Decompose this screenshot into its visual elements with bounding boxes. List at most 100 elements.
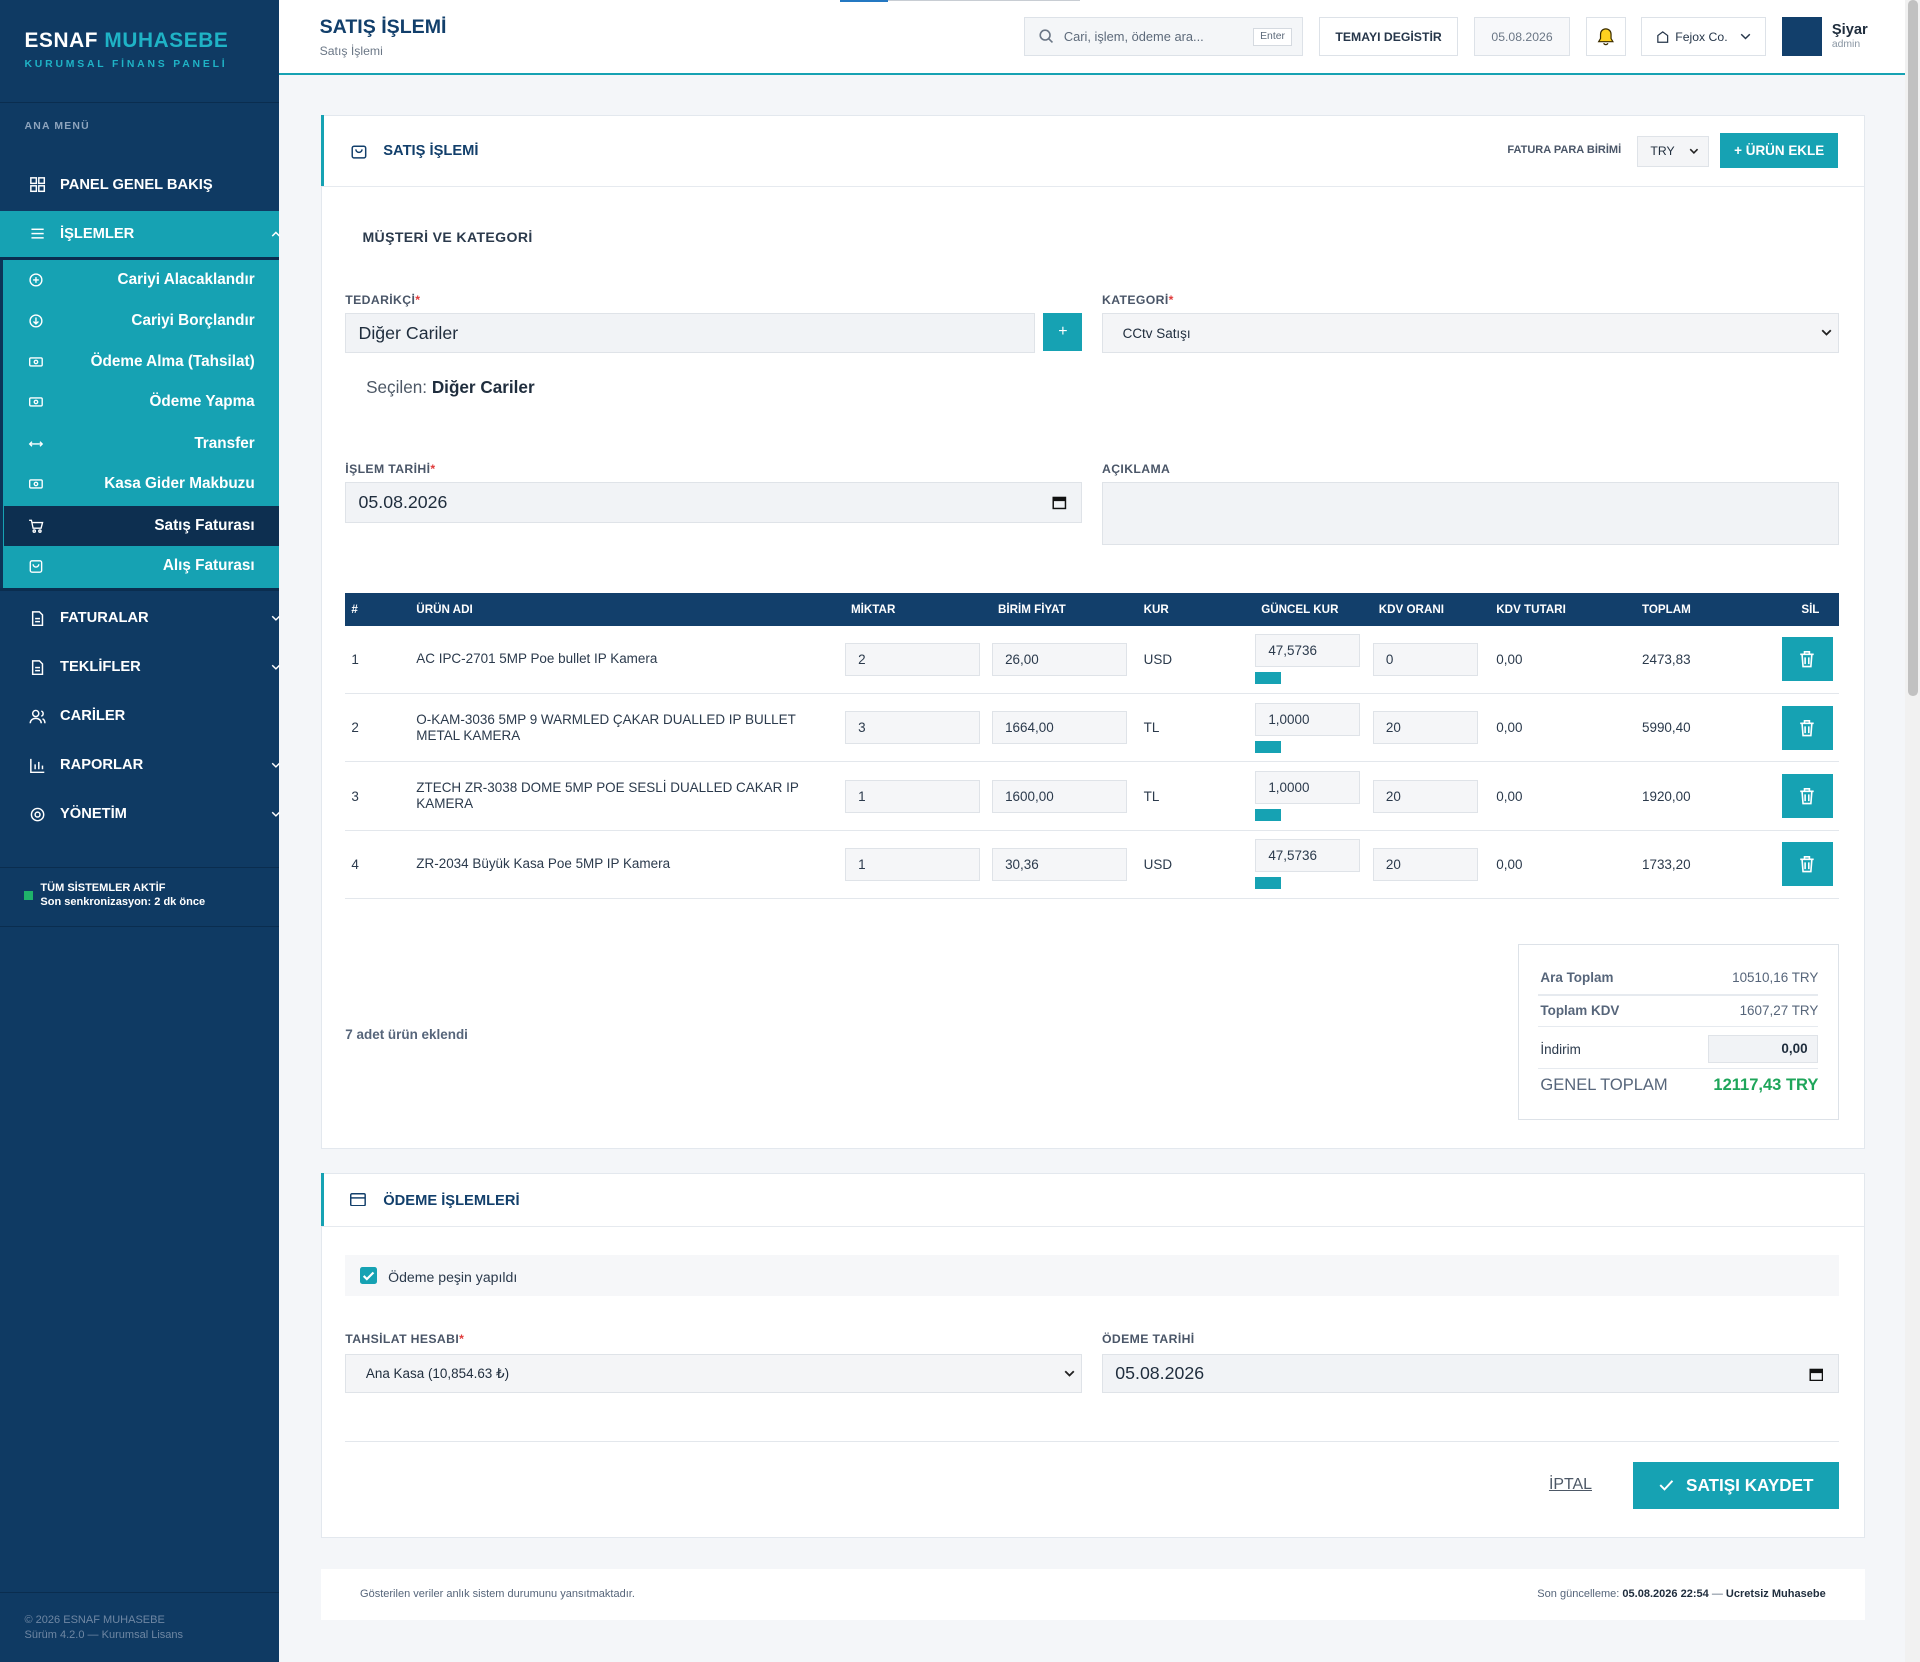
menu-label: PANEL GENEL BAKIŞ	[60, 176, 213, 193]
element	[30, 758, 45, 773]
menu-item[interactable]: YÖNETİM	[0, 790, 280, 839]
rate-refresh[interactable]	[1255, 808, 1281, 822]
save-button[interactable]: SATIŞI KAYDET	[1633, 1462, 1840, 1509]
cell: 1600,00	[991, 761, 1138, 831]
currency: TL	[1143, 788, 1160, 804]
delete-button[interactable]	[1781, 774, 1833, 819]
currency-select[interactable]: TRY	[1637, 135, 1710, 167]
theme-button[interactable]: TEMAYI DEGİSTİR	[1318, 17, 1459, 57]
element	[1800, 787, 1815, 805]
quantity-input[interactable]: 3	[844, 711, 980, 745]
search[interactable]: Cari, işlem, ödeme ara... Enter	[1023, 17, 1303, 57]
cell: 47,5736	[1255, 625, 1373, 695]
submenu-label: Satış Faturası	[154, 516, 255, 534]
footer-updated: Son güncelleme: 05.08.2026 22:54 — Ucret…	[1537, 1588, 1825, 1600]
supplier-input[interactable]: Diğer Cariler	[345, 313, 1035, 353]
element	[29, 560, 43, 574]
icon	[271, 615, 280, 621]
element	[33, 318, 40, 326]
element	[34, 811, 42, 818]
vat-rate-input[interactable]: 20	[1372, 847, 1478, 881]
price-input[interactable]: 26,00	[991, 642, 1127, 676]
price-input[interactable]: 1600,00	[991, 779, 1127, 813]
cell: USD	[1137, 625, 1256, 695]
rate-refresh[interactable]	[1255, 672, 1281, 685]
note-input[interactable]	[1102, 482, 1840, 545]
add-product-button[interactable]: + ÜRÜN EKLE	[1720, 133, 1838, 168]
submenu-item[interactable]: Ödeme Yapma	[4, 382, 280, 422]
quantity-input[interactable]: 2	[844, 642, 980, 676]
currency: USD	[1143, 651, 1173, 667]
rate-input[interactable]: 47,5736	[1255, 839, 1361, 873]
rate-refresh[interactable]	[1255, 740, 1281, 753]
vat-rate-input[interactable]: 20	[1372, 711, 1478, 745]
cancel-link[interactable]: İPTAL	[1548, 1475, 1592, 1493]
vat-rate-input[interactable]: 0	[1372, 642, 1478, 676]
element	[1809, 1368, 1823, 1381]
date-input[interactable]: 05.08.2026	[345, 482, 1083, 523]
submenu-item[interactable]: Ödeme Alma (Tahsilat)	[4, 342, 280, 382]
menu-label: RAPORLAR	[60, 757, 144, 774]
copyright: © 2026 ESNAF MUHASEBE	[24, 1613, 165, 1626]
menu-item[interactable]: PANEL GENEL BAKIŞ	[0, 160, 279, 209]
required-mark: *	[459, 1332, 465, 1347]
paid-checkbox[interactable]	[360, 1267, 378, 1285]
cell: 1733,20	[1635, 830, 1782, 900]
menu-item[interactable]: CARİLER	[0, 692, 279, 741]
icon	[28, 441, 44, 447]
cell: 1	[345, 625, 411, 695]
element	[1603, 42, 1609, 46]
rate-input[interactable]: 1,0000	[1255, 770, 1361, 804]
notifications[interactable]	[1585, 17, 1627, 57]
vat-amount: 0,00	[1496, 651, 1523, 667]
icon	[1659, 1480, 1674, 1491]
element	[29, 357, 44, 367]
element	[31, 807, 45, 822]
rate-input[interactable]: 47,5736	[1255, 634, 1361, 668]
add-supplier-button[interactable]: +	[1043, 313, 1083, 352]
version: Sürüm 4.2.0 — Kurumsal Lisans	[24, 1628, 184, 1641]
account-select[interactable]: Ana Kasa (10,854.63 ₺)	[345, 1354, 1083, 1394]
icon	[271, 231, 280, 237]
icon	[1039, 29, 1054, 44]
company-select[interactable]: Fejox Co.	[1640, 17, 1766, 57]
submenu-item[interactable]: Transfer	[4, 424, 280, 464]
payment-date-input[interactable]: 05.08.2026	[1102, 1354, 1840, 1394]
delete-button[interactable]	[1781, 637, 1833, 682]
element	[350, 1192, 367, 1207]
bag-icon	[351, 145, 367, 159]
element	[1053, 497, 1066, 502]
price-input[interactable]: 1664,00	[991, 711, 1127, 745]
scrollbar-thumb	[1907, 0, 1918, 696]
submenu-item[interactable]: Cariyi Borçlandır	[4, 301, 280, 341]
cell: 2	[844, 625, 992, 695]
rate-input[interactable]: 1,0000	[1255, 702, 1361, 736]
cell: TL	[1137, 761, 1256, 831]
currency: TRY	[1650, 144, 1675, 159]
item-row: 1 AC IPC-2701 5MP Poe bullet IP Kamera 2 26…	[345, 625, 1840, 695]
quantity-input[interactable]: 1	[844, 779, 980, 813]
cell: 26,00	[991, 625, 1138, 695]
note-label: AÇIKLAMA	[1102, 461, 1171, 476]
quantity-input[interactable]: 1	[844, 847, 980, 881]
icon	[30, 758, 45, 773]
menu-item[interactable]: TEKLİFLER	[0, 643, 280, 692]
menu-item[interactable]: İŞLEMLER	[0, 209, 280, 258]
menu-item[interactable]: RAPORLAR	[0, 741, 280, 790]
vat-rate-input[interactable]: 20	[1372, 779, 1478, 813]
submenu-item[interactable]: Cariyi Alacaklandır	[4, 260, 280, 300]
category-label: KATEGORİ	[1102, 292, 1169, 307]
price-input[interactable]: 30,36	[991, 847, 1127, 881]
menu-item[interactable]: FATURALAR	[0, 594, 280, 643]
submenu-item[interactable]: Satış Faturası	[4, 506, 280, 546]
cell: 1920,00	[1635, 761, 1782, 831]
row-number: 3	[351, 788, 359, 804]
delete-button[interactable]	[1781, 842, 1833, 887]
column-header: SİL	[1781, 592, 1840, 626]
delete-button[interactable]	[1781, 705, 1833, 750]
category-select[interactable]: CCtv Satışı	[1102, 313, 1840, 353]
submenu-item[interactable]: Alış Faturası	[4, 546, 280, 586]
rate-refresh[interactable]	[1255, 877, 1281, 890]
submenu-item[interactable]: Kasa Gider Makbuzu	[4, 464, 280, 504]
discount-input[interactable]: 0,00	[1708, 1034, 1819, 1063]
